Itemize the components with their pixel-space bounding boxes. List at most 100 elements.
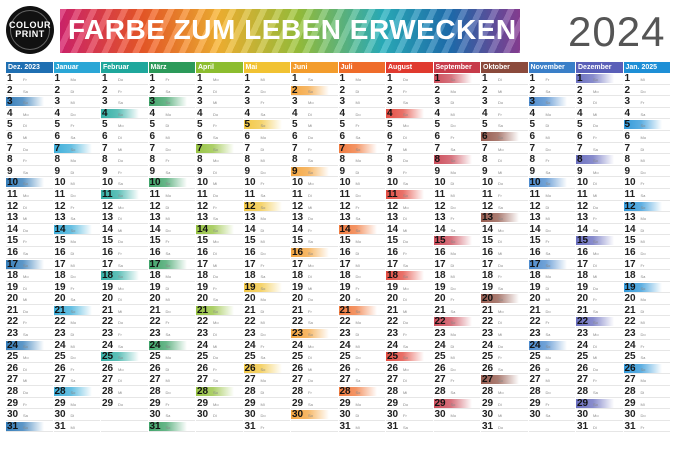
day-number: 19 <box>434 281 446 293</box>
month-header: September <box>433 62 480 73</box>
day-cell: 25 Mo <box>528 351 575 363</box>
day-number: 23 <box>387 328 399 340</box>
weekday-label: Mo <box>213 320 219 326</box>
day-cell: 25 Do <box>338 351 385 363</box>
day-cell: 12 Di <box>6 201 53 213</box>
month-header: November <box>528 62 575 73</box>
weekday-label: Fr <box>355 204 360 210</box>
day-cell: 6 So <box>481 131 528 143</box>
day-number: 30 <box>577 409 589 421</box>
weekday-label: Sa <box>213 134 218 140</box>
weekday-label: Mi <box>593 274 598 280</box>
day-number: 30 <box>149 409 161 421</box>
weekday-label: So <box>355 227 361 233</box>
weekday-label: Mi <box>640 320 645 326</box>
day-number: 15 <box>434 235 446 247</box>
day-number: 29 <box>197 397 209 409</box>
day-cell: 13 Mo <box>243 212 290 224</box>
day-number: 13 <box>244 212 256 224</box>
weekday-label: So <box>213 146 218 152</box>
weekday-label: Mo <box>403 204 409 210</box>
day-number: 26 <box>197 362 209 374</box>
day-cell: 9 Sa <box>148 166 195 178</box>
weekday-label: Sa <box>640 355 646 361</box>
day-cell: 22 Mo <box>53 316 100 329</box>
day-cell: 23 So <box>291 328 338 340</box>
day-cell: 4 Do <box>196 108 243 120</box>
weekday-label: Sa <box>498 366 503 372</box>
day-number: 28 <box>577 386 589 398</box>
day-cell: 31 So <box>148 421 195 433</box>
weekday-label: Fr <box>355 123 360 129</box>
weekday-label: Fr <box>70 123 75 129</box>
day-cell: 3 Mo <box>291 96 338 108</box>
weekday-label: Di <box>498 77 502 82</box>
weekday-label: Mi <box>23 216 28 222</box>
day-cell: 6 Mi <box>528 131 575 143</box>
sunday-highlight <box>338 305 377 315</box>
month-column: Jan. 2025 1 Mi 2 Do 3 Fr 4 Sa 5 So 6 Mo 7 Di 8 Mi 9 Do 10 Fr… <box>623 62 670 447</box>
day-cell: 26 Do <box>433 363 480 375</box>
weekday-label: Mi <box>545 378 550 384</box>
weekday-label: Do <box>640 250 646 256</box>
weekday-label: Fr <box>355 285 360 291</box>
weekday-label: Fr <box>213 123 217 129</box>
weekday-label: Sa <box>23 250 28 256</box>
day-cell: 17 Fr <box>623 259 670 271</box>
weekday-label: Sa <box>260 274 266 280</box>
day-cell: 1 Fr <box>6 73 53 85</box>
day-cell: 1 So <box>576 73 623 85</box>
weekday-label: So <box>593 320 598 326</box>
day-number: 17 <box>529 258 541 270</box>
weekday-label: Mi <box>545 134 550 140</box>
sunday-highlight <box>53 387 92 397</box>
day-number: 23 <box>434 328 446 340</box>
day-number: 8 <box>434 154 441 166</box>
weekday-label: Di <box>403 297 407 303</box>
weekday-label: Sa <box>545 88 551 94</box>
weekday-label: Mo <box>213 401 219 407</box>
weekday-label: Sa <box>308 401 313 407</box>
day-number: 3 <box>197 96 203 108</box>
day-cell: 13 Mo <box>623 212 670 224</box>
day-cell: 14 Di <box>243 224 290 236</box>
day-number: 24 <box>102 339 114 351</box>
day-number: 1 <box>624 73 631 84</box>
weekday-label: Fr <box>450 297 455 303</box>
day-number: 12 <box>482 200 494 212</box>
day-number: 8 <box>54 154 61 166</box>
weekday-label: Di <box>118 378 122 384</box>
day-number: 9 <box>339 165 346 177</box>
day-number: 1 <box>482 73 488 84</box>
day-number: 5 <box>529 119 536 131</box>
day-number: 16 <box>529 246 541 258</box>
day-number: 7 <box>577 142 583 154</box>
day-number: 22 <box>7 316 19 328</box>
day-cell: 14 So <box>196 224 243 236</box>
day-cell: 20 Di <box>386 293 433 305</box>
day-number: 6 <box>244 130 251 142</box>
weekday-label: Mi <box>70 424 75 430</box>
weekday-label: Sa <box>23 88 28 94</box>
day-cell: 26 Fr <box>196 363 243 375</box>
day-number: 27 <box>482 374 494 386</box>
day-cell: 26 Mo <box>386 363 433 375</box>
day-cell: 9 Mo <box>576 166 623 178</box>
day-cell: 2 Di <box>196 85 243 97</box>
day-cell: 25 Mi <box>433 351 480 363</box>
weekday-label: Sa <box>213 216 218 222</box>
weekday-label: Mi <box>308 123 313 129</box>
weekday-label: Mi <box>450 274 455 280</box>
weekday-label: Sa <box>118 100 123 106</box>
day-cell: 26 So <box>243 362 290 375</box>
weekday-label: Di <box>355 88 360 94</box>
day-number: 28 <box>387 386 399 398</box>
day-number: 9 <box>244 165 251 177</box>
weekday-label: Sa <box>403 424 408 430</box>
day-number: 26 <box>244 362 256 374</box>
weekday-label: Sa <box>498 285 503 291</box>
weekday-label: Di <box>165 123 170 129</box>
day-cell: 19 Di <box>6 282 53 294</box>
day-cell: 28 Di <box>243 386 290 398</box>
weekday-label: Mo <box>640 216 647 222</box>
